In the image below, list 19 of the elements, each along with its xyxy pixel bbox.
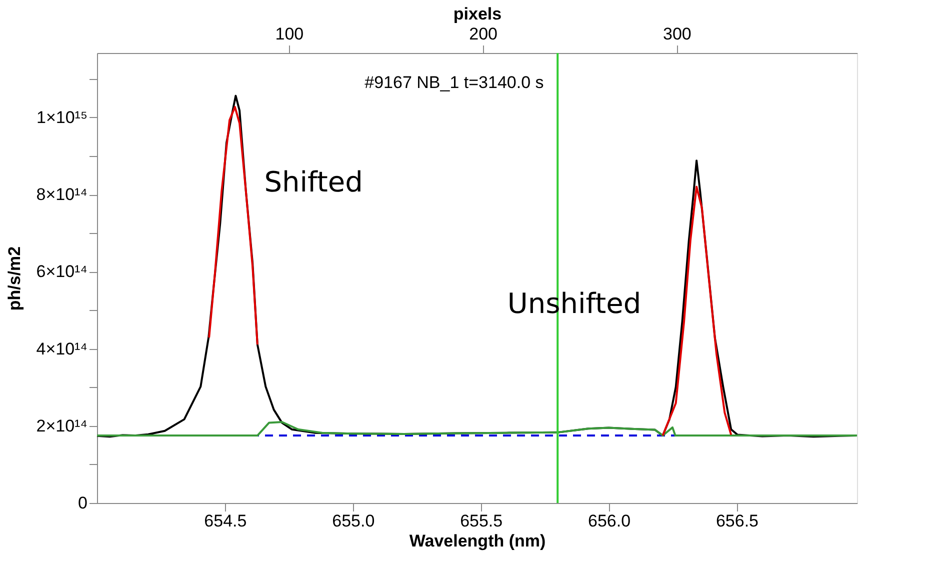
x-tick-label: 655.5 xyxy=(460,512,503,530)
y-tick-label: 6×10¹⁴ xyxy=(36,262,88,282)
annotation: Shifted xyxy=(264,166,363,198)
y-tick-label: 8×10¹⁴ xyxy=(36,185,88,204)
x-tick-label: 655.0 xyxy=(332,512,375,530)
x2-axis-title: pixels xyxy=(453,4,502,24)
y-axis-title: ph/s/m2 xyxy=(5,246,24,311)
x2-tick-label: 200 xyxy=(469,24,498,44)
x-axis-title: Wavelength (nm) xyxy=(409,532,546,550)
x-tick-label: 654.5 xyxy=(204,512,247,530)
x-tick-label: 656.0 xyxy=(588,512,631,530)
x2-tick-label: 300 xyxy=(663,24,692,44)
x2-tick-label: 100 xyxy=(275,24,304,44)
x-tick-label: 656.5 xyxy=(716,512,759,530)
y-tick-label: 2×10¹⁴ xyxy=(36,416,88,436)
y-tick-label: 1×10¹⁵ xyxy=(36,108,88,127)
text: #9167 NB_1 t=3140.0 s xyxy=(364,73,544,92)
y-tick-label: 4×10¹⁴ xyxy=(36,339,88,358)
y-tick-label: 0 xyxy=(78,494,88,512)
